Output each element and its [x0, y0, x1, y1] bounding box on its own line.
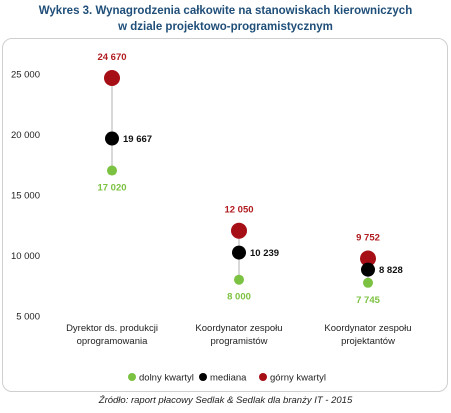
legend-marker: [259, 373, 267, 381]
point-dolny-kwartyl: [363, 277, 373, 288]
chart-title-line-2: w dziale projektowo-programistycznym: [118, 21, 333, 33]
point-mediana: [232, 245, 246, 260]
point-gorny-kwartyl: [104, 69, 120, 86]
label-gorny-kwartyl: 9 752: [356, 233, 380, 244]
y-tick-label: 5 000: [16, 312, 40, 323]
point-mediana: [361, 262, 375, 277]
y-tick-label: 10 000: [11, 251, 40, 262]
x-category-label: programistów: [210, 336, 267, 347]
chart-frame: [2, 38, 448, 392]
legend-label: mediana: [210, 373, 247, 384]
x-category-label: Koordynator zespołu: [324, 323, 411, 334]
label-mediana: 10 239: [250, 248, 279, 259]
label-mediana: 8 828: [379, 265, 403, 276]
point-dolny-kwartyl: [234, 274, 244, 285]
label-dolny-kwartyl: 17 020: [97, 183, 126, 194]
y-tick-label: 25 000: [11, 70, 40, 81]
legend-marker: [128, 373, 136, 381]
legend-marker: [199, 373, 207, 381]
chart-title-line-1: Wykres 3. Wynagrodzenia całkowite na sta…: [38, 5, 413, 17]
point-gorny-kwartyl: [231, 222, 247, 239]
label-dolny-kwartyl: 8 000: [227, 292, 251, 303]
x-category-label: projektantów: [341, 336, 395, 347]
label-gorny-kwartyl: 12 050: [224, 205, 253, 216]
legend-label: górny kwartyl: [270, 373, 326, 384]
y-tick-label: 15 000: [11, 191, 40, 202]
y-tick-label: 20 000: [11, 130, 40, 141]
source-note: Źródło: raport płacowy Sedlak & Sedlak d…: [98, 395, 353, 406]
legend-label: dolny kwartyl: [139, 373, 194, 384]
x-category-label: Dyrektor ds. produkcji: [66, 323, 158, 334]
label-dolny-kwartyl: 7 745: [356, 295, 380, 306]
x-category-label: Koordynator zespołu: [195, 323, 282, 334]
chart-title: Wykres 3. Wynagrodzenia całkowite na sta…: [0, 3, 451, 35]
label-mediana: 19 667: [123, 134, 152, 145]
point-mediana: [105, 131, 119, 146]
point-gorny-kwartyl: [360, 250, 376, 267]
label-gorny-kwartyl: 24 670: [97, 52, 126, 63]
point-dolny-kwartyl: [107, 165, 117, 176]
x-category-label: oprogramowania: [77, 336, 148, 347]
